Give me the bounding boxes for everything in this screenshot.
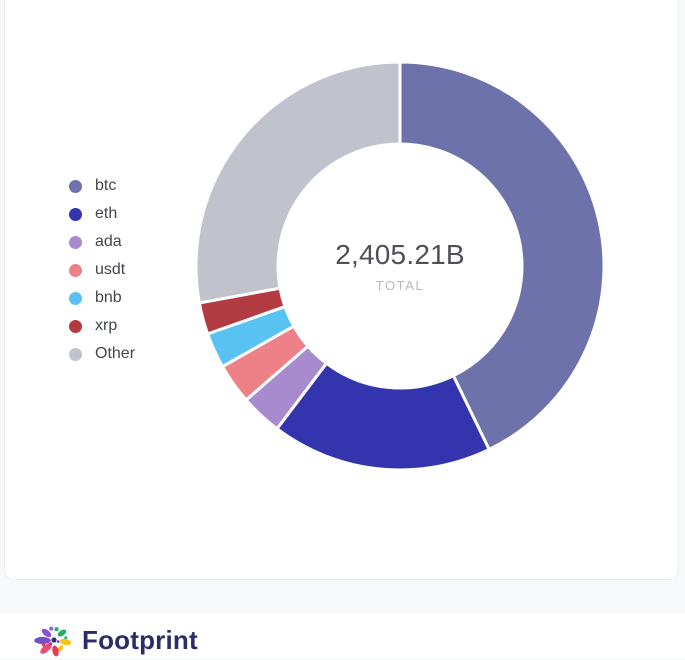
legend-label-eth: eth — [95, 205, 118, 222]
legend-item-bnb[interactable]: bnb — [69, 284, 135, 312]
legend-item-ada[interactable]: ada — [69, 228, 135, 256]
legend-label-btc: btc — [95, 177, 117, 194]
legend-dot-btc — [69, 179, 82, 193]
legend-label-usdt: usdt — [95, 261, 126, 278]
legend-dot-Other — [69, 347, 82, 361]
footprint-logo-icon — [34, 626, 72, 657]
donut-slice-Other[interactable] — [194, 60, 402, 305]
legend-item-xrp[interactable]: xrp — [69, 312, 135, 340]
legend-dot-eth — [69, 207, 82, 221]
donut-chart: 2,405.21B TOTAL — [190, 56, 610, 476]
legend-label-ada: ada — [95, 233, 122, 250]
donut-svg — [194, 60, 606, 472]
footprint-logo-text: Footprint — [82, 624, 198, 655]
chart-card: btc eth ada usdt bnb xrp Other 2,405.21B TOTAL — [4, 0, 679, 580]
legend-dot-xrp — [69, 319, 82, 333]
chart-legend: btc eth ada usdt bnb xrp Other — [69, 172, 135, 368]
legend-label-Other: Other — [95, 345, 136, 362]
legend-dot-bnb — [69, 291, 82, 305]
legend-dot-usdt — [69, 263, 82, 277]
legend-label-bnb: bnb — [95, 289, 122, 306]
footprint-logo[interactable]: Footprint — [34, 620, 198, 660]
legend-item-btc[interactable]: btc — [69, 172, 135, 200]
legend-item-usdt[interactable]: usdt — [69, 256, 135, 284]
legend-label-xrp: xrp — [95, 317, 118, 334]
donut-slice-btc[interactable] — [398, 60, 606, 451]
footer-bar: Footprint — [0, 613, 685, 658]
legend-dot-ada — [69, 235, 82, 249]
legend-item-Other[interactable]: Other — [69, 340, 135, 368]
legend-item-eth[interactable]: eth — [69, 200, 135, 228]
